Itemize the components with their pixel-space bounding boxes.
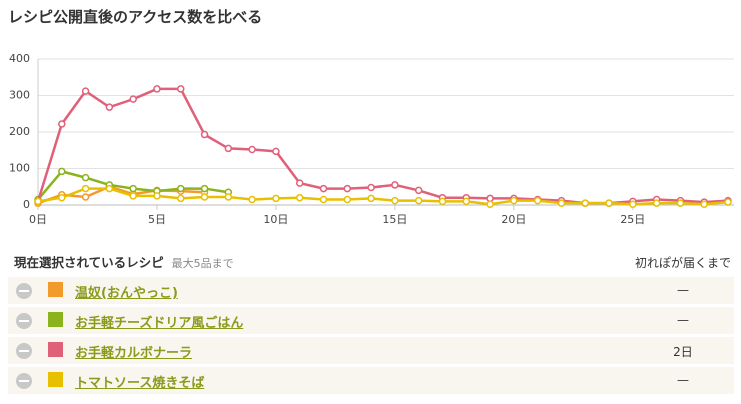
- point: [200, 193, 209, 201]
- x-tick-label: 10日: [263, 213, 288, 226]
- point: [58, 193, 66, 202]
- point: [177, 85, 185, 93]
- point: [224, 193, 233, 201]
- point: [700, 200, 708, 209]
- point: [248, 145, 256, 154]
- point: [605, 199, 613, 207]
- point: [414, 196, 423, 205]
- point: [224, 144, 233, 153]
- point: [295, 179, 304, 187]
- point: [129, 192, 137, 200]
- x-tick-label: 15日: [382, 213, 407, 226]
- until-first-report: —: [677, 283, 689, 297]
- recipe-link[interactable]: 温奴(おんやっこ): [75, 286, 178, 301]
- point: [58, 167, 66, 176]
- point: [652, 199, 661, 207]
- point: [629, 200, 637, 209]
- recipe-link[interactable]: お手軽チーズドリア風ごはん: [75, 316, 244, 331]
- point: [676, 199, 685, 207]
- remove-button[interactable]: [16, 313, 32, 329]
- recipe-row: トマトソース焼きそば —: [8, 367, 734, 394]
- column-header: 初れぽが届くまで: [634, 256, 731, 270]
- point: [319, 195, 328, 204]
- point: [367, 194, 375, 203]
- legend-swatch: [48, 282, 63, 297]
- table-heading: 現在選択されているレシピ 最大5品まで: [14, 252, 234, 271]
- point: [248, 195, 256, 204]
- remove-button[interactable]: [16, 283, 32, 299]
- point: [105, 184, 114, 193]
- point: [510, 196, 518, 205]
- point: [343, 184, 352, 193]
- heading: 現在選択されているレシピ: [14, 255, 164, 270]
- point: [105, 103, 114, 111]
- recipe-link[interactable]: トマトソース焼きそば: [75, 376, 205, 391]
- x-tick-label: 5日: [148, 213, 166, 226]
- point: [272, 147, 280, 156]
- recipe-row: お手軽カルボナーラ 2日: [8, 337, 734, 364]
- remove-button[interactable]: [16, 373, 32, 389]
- point: [557, 199, 566, 207]
- point: [200, 184, 209, 193]
- point: [200, 130, 209, 139]
- point: [462, 197, 471, 206]
- point: [81, 173, 90, 182]
- point: [34, 197, 42, 206]
- point: [319, 184, 328, 193]
- point: [81, 193, 90, 201]
- point: [177, 184, 185, 193]
- chart: 0 100 200 300 400 0日 5日 10日 15日 20日 25日: [9, 52, 734, 226]
- until-first-report: 2日: [673, 345, 693, 359]
- point: [391, 196, 399, 205]
- recipe-row: 温奴(おんやっこ) —: [8, 277, 734, 304]
- series-line: [36, 87, 729, 205]
- recipe-row: お手軽チーズドリア風ごはん —: [8, 307, 734, 334]
- y-tick-label: 100: [9, 162, 30, 175]
- until-first-report: —: [677, 373, 689, 387]
- recipe-link[interactable]: お手軽カルボナーラ: [75, 346, 193, 361]
- x-tick-label: 25日: [620, 213, 645, 226]
- series-line: [37, 187, 729, 206]
- y-tick-label: 200: [9, 125, 30, 138]
- point: [343, 195, 352, 204]
- point: [438, 197, 447, 206]
- point: [486, 200, 494, 209]
- point: [414, 186, 423, 195]
- y-tick-label: 300: [9, 89, 30, 102]
- point: [295, 193, 304, 202]
- remove-button[interactable]: [16, 343, 32, 359]
- note: 最大5品まで: [171, 257, 234, 270]
- point: [153, 192, 161, 200]
- point: [153, 85, 161, 93]
- point: [81, 87, 90, 95]
- page-title: レシピ公開直後のアクセス数を比べる: [8, 8, 263, 26]
- legend-swatch: [48, 372, 63, 387]
- point: [533, 196, 542, 205]
- legend-swatch: [48, 342, 63, 357]
- point: [272, 194, 280, 203]
- point: [581, 199, 589, 207]
- x-tick-label: 0日: [29, 213, 47, 226]
- point: [129, 184, 137, 193]
- y-tick-label: 400: [9, 52, 30, 65]
- point: [129, 95, 137, 103]
- point: [391, 181, 399, 189]
- point: [724, 198, 732, 206]
- point: [58, 120, 66, 128]
- point: [81, 184, 90, 193]
- until-first-report: —: [677, 313, 689, 327]
- x-tick-label: 20日: [501, 213, 526, 226]
- legend-swatch: [48, 312, 63, 327]
- point: [177, 194, 185, 203]
- y-tick-label: 0: [23, 198, 30, 211]
- point: [367, 183, 375, 192]
